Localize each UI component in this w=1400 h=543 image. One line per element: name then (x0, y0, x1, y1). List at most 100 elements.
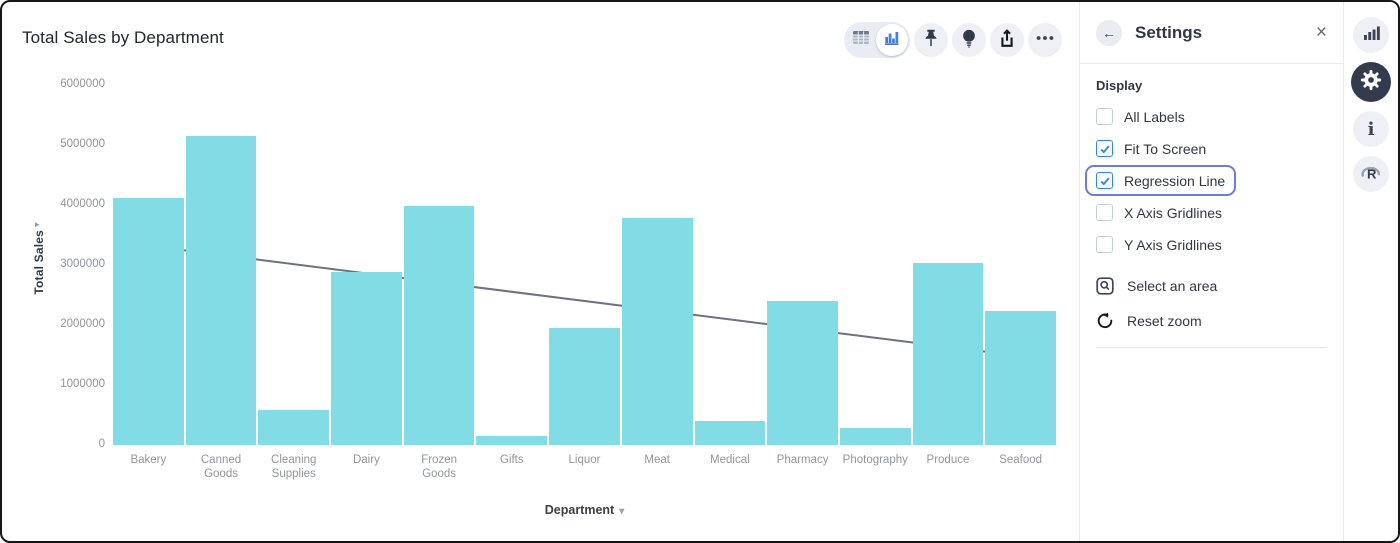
x-tick-cleaning-supplies: Cleaning Supplies (271, 454, 317, 480)
option-label: X Axis Gridlines (1124, 204, 1223, 221)
y-tick-label: 1000000 (60, 378, 105, 390)
action-label: Reset zoom (1127, 313, 1202, 329)
bar-bakery[interactable] (113, 197, 184, 445)
svg-text:R: R (1367, 166, 1377, 181)
table-view-icon (852, 30, 870, 50)
checkbox-y-axis-gridlines[interactable] (1096, 236, 1113, 253)
y-axis-ticks: 0 1000000 2000000 3000000 4000000 5000000 6000… (2, 2, 105, 541)
x-tick-dairy: Dairy (352, 454, 380, 466)
x-tick-meat: Meat (644, 454, 670, 466)
bar-chart-icon (1363, 24, 1380, 46)
option-regression-line[interactable]: Regression Line (1085, 165, 1237, 196)
gear-icon (1359, 68, 1383, 97)
x-tick-seafood: Seafood (999, 454, 1043, 466)
bar-chart-view-icon (884, 30, 900, 51)
option-label: Y Axis Gridlines (1124, 236, 1222, 253)
bar-gifts[interactable] (476, 436, 548, 445)
x-axis-title[interactable]: Department (544, 503, 615, 517)
checkbox-fit-to-screen[interactable] (1096, 140, 1113, 157)
option-label: Regression Line (1124, 172, 1226, 189)
x-tick-liquor: Liquor (568, 454, 601, 466)
share-icon (996, 27, 1018, 54)
chart-toolbar (844, 22, 1062, 58)
display-options: All Labels Fit To Screen Regression Line X … (1085, 101, 1327, 260)
y-tick-label: 6000000 (60, 78, 105, 90)
option-x-axis-gridlines[interactable]: X Axis Gridlines (1085, 197, 1233, 228)
x-tick-bakery: Bakery (130, 454, 167, 466)
share-button[interactable] (990, 23, 1024, 57)
panel-divider (1096, 347, 1327, 348)
display-section-heading: Display (1096, 78, 1143, 93)
chart-panel: Total Sales by Department (2, 2, 1079, 541)
bar-cleaning-supplies[interactable] (258, 409, 330, 445)
more-options-icon (1034, 27, 1056, 54)
back-button[interactable]: ← (1096, 19, 1122, 46)
x-tick-pharmacy: Pharmacy (776, 454, 829, 466)
info-icon: i (1367, 118, 1375, 140)
bar-frozen-goods[interactable] (403, 206, 475, 445)
option-y-axis-gridlines[interactable]: Y Axis Gridlines (1085, 229, 1233, 260)
bar-pharmacy[interactable] (767, 301, 838, 445)
x-tick-frozen-goods: Frozen Goods (421, 454, 457, 480)
bar-produce[interactable] (912, 263, 984, 445)
icon-rail: i R (1343, 2, 1398, 541)
y-tick-label: 4000000 (60, 198, 105, 210)
x-tick-medical: Medical (710, 454, 750, 466)
x-tick-photography: Photography (842, 454, 908, 466)
y-tick-label: 3000000 (60, 258, 105, 270)
y-axis-dropdown-icon[interactable]: ▸ (35, 219, 40, 229)
pin-icon (920, 27, 942, 54)
chart-area: ▸ Total Sales 0 1000000 2000000 3000000 4000… (2, 2, 1079, 541)
settings-panel: ← Settings × Display All Labels Fit To Sc… (1079, 2, 1343, 541)
more-options-button[interactable] (1028, 23, 1062, 57)
r-logo-icon: R (1360, 162, 1382, 187)
settings-body: Display All Labels Fit To Screen Regressio… (1080, 64, 1343, 348)
checkbox-x-axis-gridlines[interactable] (1096, 204, 1113, 221)
y-tick-label: 5000000 (60, 138, 105, 150)
close-button[interactable]: × (1316, 23, 1327, 42)
insights-button[interactable] (952, 23, 986, 57)
panel-actions: Select an area Reset zoom (1096, 277, 1327, 330)
pin-button[interactable] (914, 23, 948, 57)
table-view-button[interactable] (846, 24, 876, 56)
action-label: Select an area (1127, 278, 1218, 294)
x-axis-ticks: Bakery Canned Goods Cleaning Supplies Dairy… (112, 453, 1057, 487)
select-area-icon (1096, 277, 1114, 295)
lightbulb-icon (958, 27, 980, 54)
bar-seafood[interactable] (985, 311, 1056, 445)
bar-liquor[interactable] (549, 328, 620, 445)
checkbox-regression-line[interactable] (1096, 172, 1113, 189)
view-toggle[interactable] (844, 22, 910, 58)
action-select-an-area[interactable]: Select an area (1096, 277, 1327, 295)
back-arrow-icon: ← (1102, 24, 1116, 41)
plot-area[interactable] (112, 85, 1057, 445)
reset-zoom-icon (1096, 312, 1114, 330)
bar-meat[interactable] (621, 217, 693, 445)
rail-chart-button[interactable] (1353, 17, 1389, 53)
bar-canned-goods[interactable] (185, 136, 257, 445)
bar-photography[interactable] (839, 427, 911, 445)
x-tick-produce: Produce (926, 454, 970, 466)
page-title: Total Sales by Department (22, 28, 224, 47)
option-all-labels[interactable]: All Labels (1085, 101, 1196, 132)
chart-view-button[interactable] (876, 24, 908, 56)
settings-title: Settings (1135, 22, 1203, 42)
checkbox-all-labels[interactable] (1096, 108, 1113, 125)
x-axis-title-row[interactable]: Department ▾ (112, 503, 1057, 517)
rail-settings-button[interactable] (1351, 62, 1391, 102)
y-tick-label: 2000000 (60, 318, 105, 330)
option-label: All Labels (1124, 108, 1185, 125)
bar-dairy[interactable] (331, 271, 402, 445)
option-fit-to-screen[interactable]: Fit To Screen (1085, 133, 1217, 164)
x-tick-gifts: Gifts (499, 454, 524, 466)
bar-medical[interactable] (694, 421, 766, 445)
action-reset-zoom[interactable]: Reset zoom (1096, 312, 1327, 330)
close-icon: × (1315, 22, 1327, 43)
rail-info-button[interactable]: i (1353, 111, 1389, 147)
settings-header: ← Settings × (1080, 2, 1343, 64)
x-tick-canned-goods: Canned Goods (200, 454, 242, 480)
rail-r-button[interactable]: R (1353, 156, 1389, 192)
x-axis-dropdown-icon[interactable]: ▾ (619, 506, 625, 517)
y-tick-label: 0 (98, 438, 105, 450)
